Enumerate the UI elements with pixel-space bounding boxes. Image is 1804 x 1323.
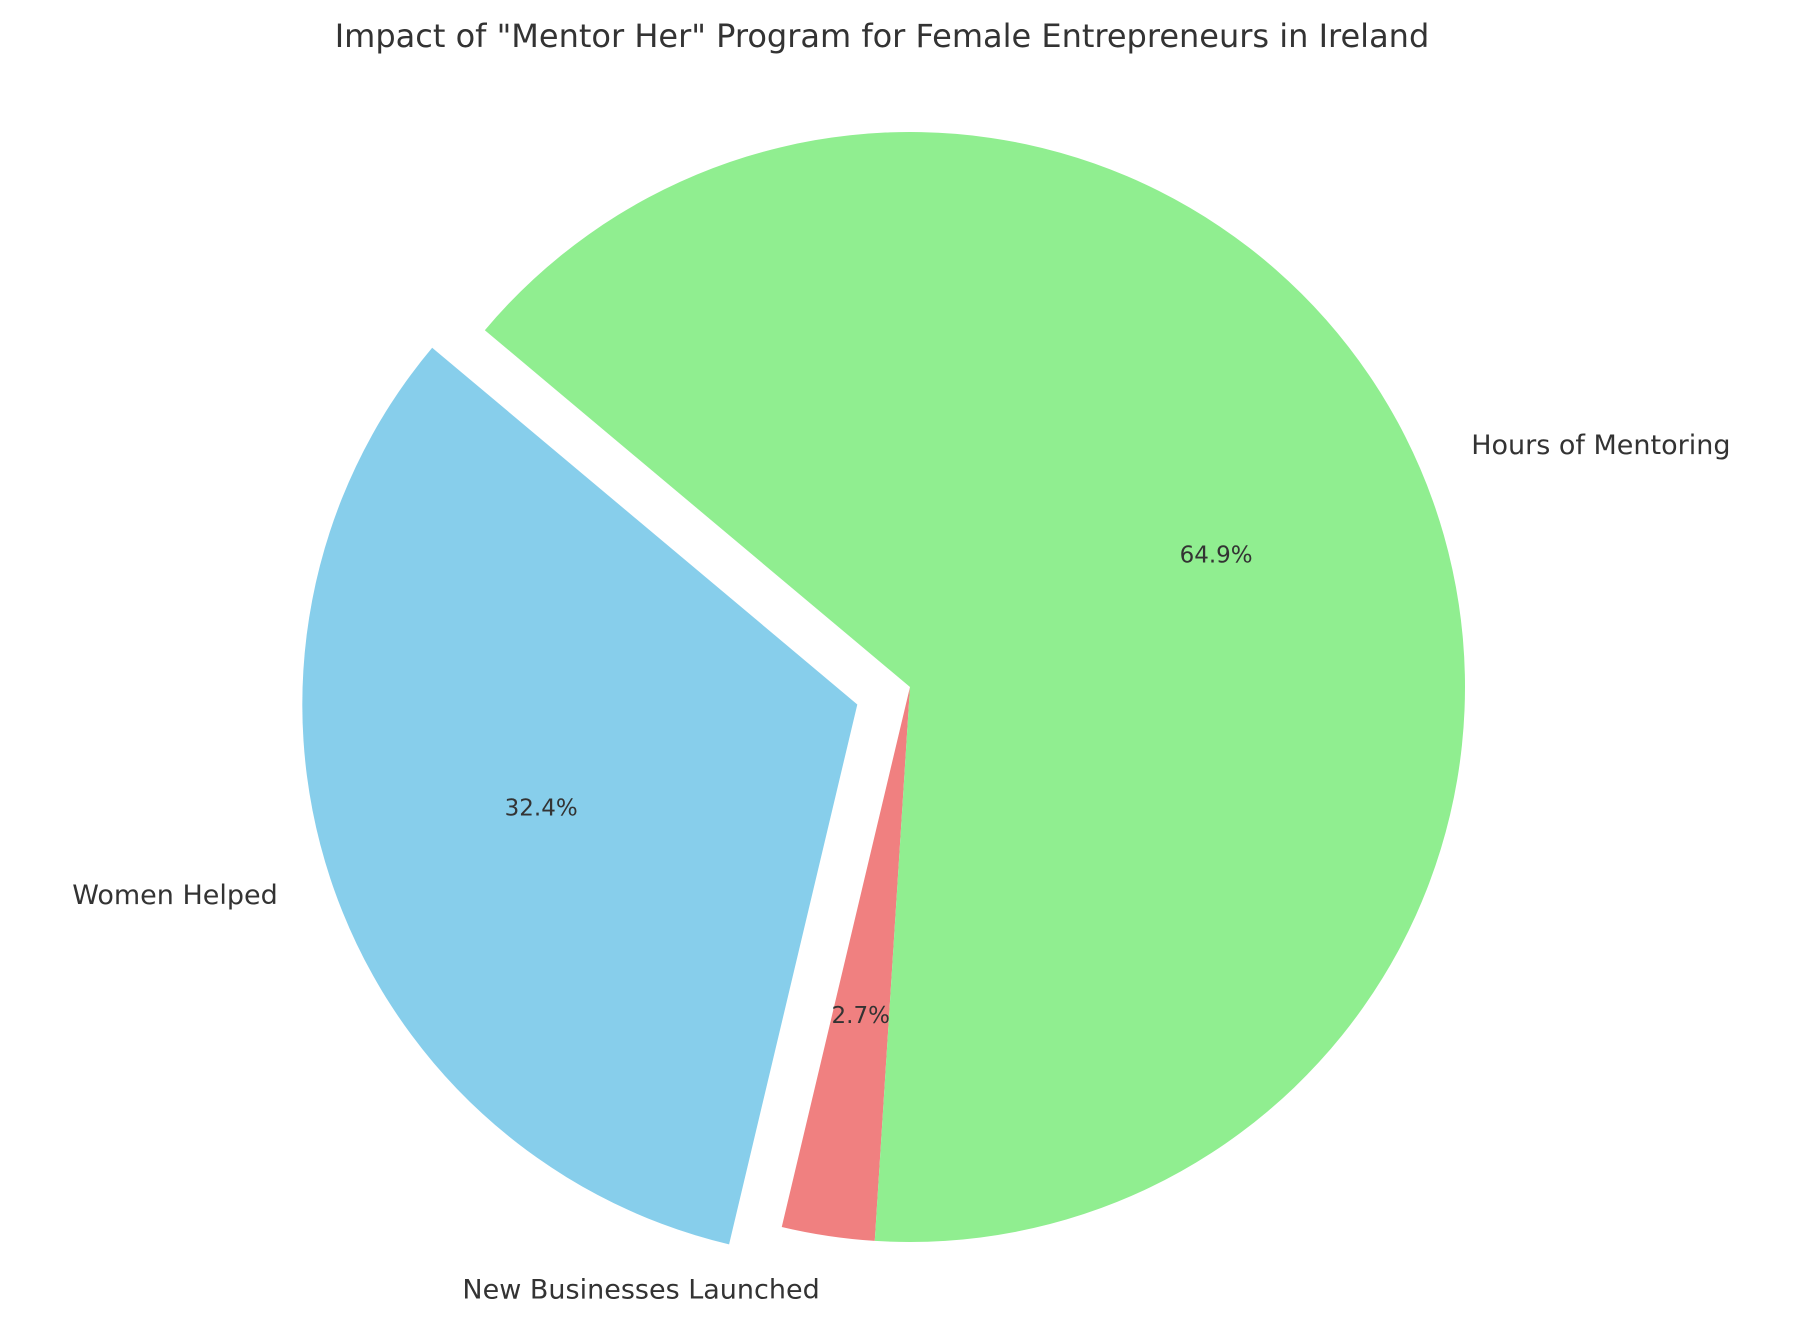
pie-slice	[484, 132, 1465, 1242]
slice-label: Hours of Mentoring	[1471, 430, 1730, 461]
chart-title: Impact of "Mentor Her" Program for Femal…	[335, 17, 1430, 55]
slice-label: Women Helped	[72, 880, 278, 911]
pie-slice	[781, 687, 910, 1241]
value-label: 2.7%	[832, 1003, 890, 1029]
pie-slice	[302, 347, 858, 1245]
value-label: 64.9%	[1180, 542, 1253, 568]
value-label: 32.4%	[505, 796, 578, 822]
slice-label: New Businesses Launched	[462, 1274, 819, 1305]
